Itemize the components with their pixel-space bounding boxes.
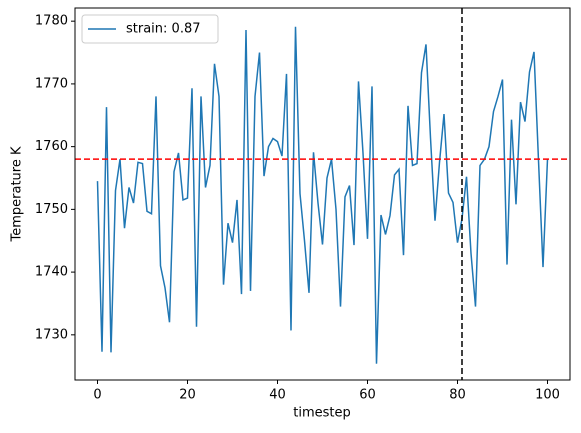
legend-box (81, 14, 219, 44)
y-tick-label: 1760 (35, 139, 68, 154)
x-tick-label: 80 (449, 388, 466, 403)
y-tick-label: 1740 (35, 265, 68, 280)
x-tick-label: 40 (269, 388, 286, 403)
x-tick-label: 20 (179, 388, 196, 403)
x-tick-label: 100 (535, 388, 560, 403)
x-tick-label: 60 (359, 388, 376, 403)
y-tick-label: 1780 (35, 14, 68, 29)
y-axis-label: Temperature K (10, 146, 25, 242)
axes-frame (74, 7, 571, 381)
y-tick-label: 1770 (35, 76, 68, 91)
y-tick-label: 1730 (35, 327, 68, 342)
legend-label: strain: 0.87 (126, 22, 201, 37)
y-tick-label: 1750 (35, 202, 68, 217)
x-tick-label: 0 (93, 388, 101, 403)
data-line (96, 26, 549, 364)
x-axis-label: timestep (293, 406, 351, 421)
